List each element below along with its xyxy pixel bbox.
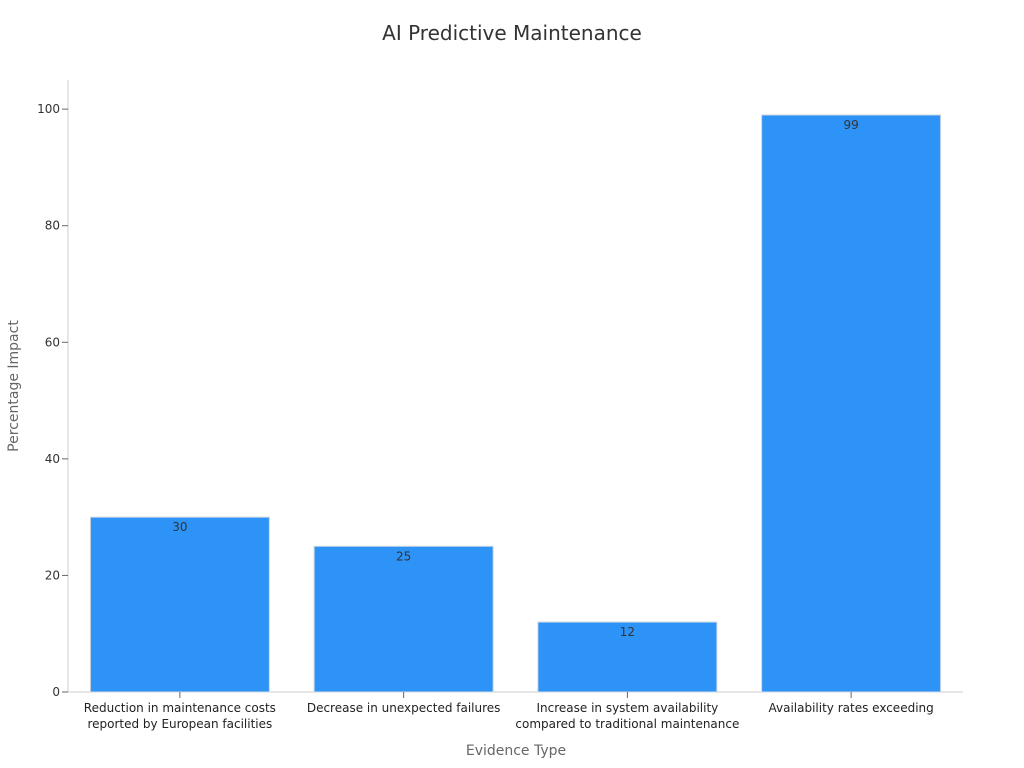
x-tick-label: Availability rates exceeding bbox=[768, 701, 933, 715]
y-tick-label: 20 bbox=[45, 568, 60, 582]
y-tick-label: 60 bbox=[45, 335, 60, 349]
y-tick-label: 100 bbox=[37, 102, 60, 116]
bar-value-label: 99 bbox=[843, 118, 858, 132]
bar bbox=[89, 516, 270, 693]
chart-title: AI Predictive Maintenance bbox=[382, 21, 642, 45]
y-tick-label: 0 bbox=[52, 685, 60, 699]
x-axis-title: Evidence Type bbox=[466, 743, 566, 759]
y-tick-label: 40 bbox=[45, 452, 60, 466]
y-axis-title: Percentage Impact bbox=[6, 320, 22, 452]
bar bbox=[761, 114, 942, 693]
x-tick-label-line: Decrease in unexpected failures bbox=[307, 701, 501, 715]
x-tick-label-line: Increase in system availability bbox=[536, 701, 718, 715]
x-tick-label: Decrease in unexpected failures bbox=[307, 701, 501, 715]
bar bbox=[537, 621, 718, 693]
x-tick-label: Reduction in maintenance costs reported b… bbox=[84, 701, 276, 731]
plot-area: 0 20 40 60 80 100 30 Reduction in maintenance c… bbox=[37, 80, 963, 731]
bar bbox=[313, 545, 494, 693]
x-tick-label-line: Reduction in maintenance costs bbox=[84, 701, 276, 715]
y-tick-label: 80 bbox=[45, 219, 60, 233]
x-tick-label: Increase in system availability compared … bbox=[515, 701, 739, 731]
bar-value-label: 25 bbox=[396, 549, 411, 563]
x-tick-label-line: Availability rates exceeding bbox=[768, 701, 933, 715]
bar-value-label: 30 bbox=[172, 520, 187, 534]
x-tick-label-line: reported by European facilities bbox=[87, 717, 272, 731]
bar-value-label: 12 bbox=[620, 625, 635, 639]
x-tick-label-line: compared to traditional maintenance bbox=[515, 717, 739, 731]
